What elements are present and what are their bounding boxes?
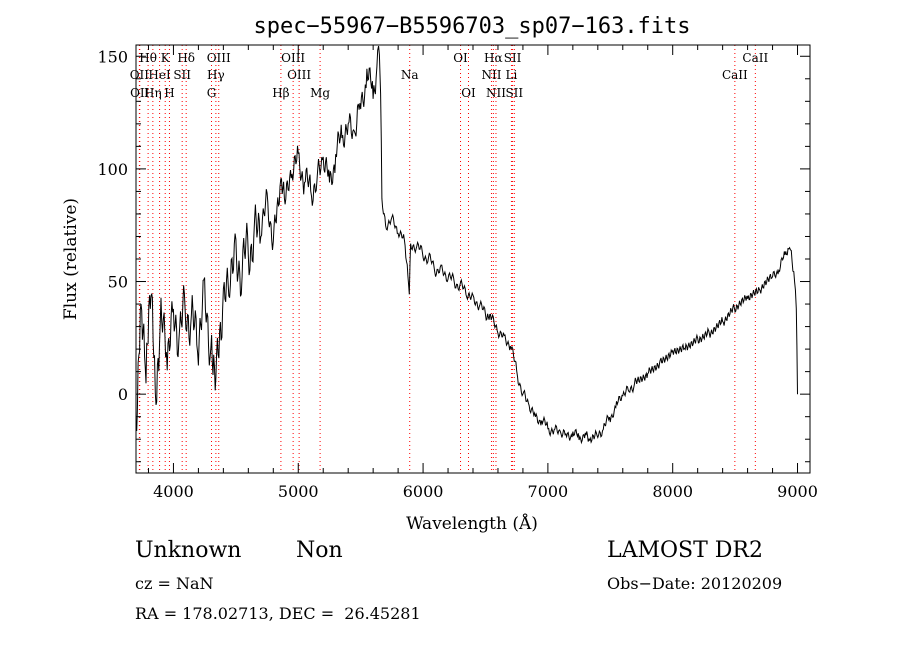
line-label: Hθ (139, 51, 157, 65)
y-axis-label: Flux (relative) (61, 198, 81, 320)
line-label: Mg (310, 86, 330, 100)
spectrum-line (135, 45, 798, 445)
line-label: OIII (207, 51, 231, 65)
line-label: OI (461, 86, 476, 100)
line-label: SII (504, 51, 522, 65)
redshift-value: cz = NaN (135, 574, 214, 593)
spectrum-data (135, 45, 798, 445)
line-label: Hη (144, 86, 162, 100)
line-label: G (207, 86, 217, 100)
line-label: Na (401, 68, 419, 82)
x-tick-label: 4000 (153, 482, 194, 501)
spectral-line-markers (138, 45, 756, 473)
line-label: Hα (484, 51, 503, 65)
survey-name: LAMOST DR2 (607, 538, 763, 563)
line-label: OI (453, 51, 468, 65)
plot-frame (135, 44, 811, 474)
object-class: Unknown (135, 538, 242, 563)
line-label: SII (173, 68, 191, 82)
line-label: CaII (722, 68, 748, 82)
chart-title: spec−55967−B5596703_sp07−163.fits (253, 14, 690, 39)
line-label: NII (486, 86, 506, 100)
object-subclass: Non (296, 538, 343, 563)
axes: 4000 5000 6000 7000 8000 9000 0 50 100 150 (97, 45, 818, 501)
x-tick-label: 9000 (777, 482, 818, 501)
x-axis-label: Wavelength (Å) (406, 513, 538, 534)
observation-date: Obs−Date: 20120209 (607, 574, 783, 593)
x-tick-label: 7000 (528, 482, 569, 501)
y-tick-label: 100 (97, 160, 128, 179)
line-label: Hβ (272, 86, 289, 100)
y-tick-label: 150 (97, 47, 128, 66)
line-label: NII (481, 68, 501, 82)
y-tick-label: 50 (108, 273, 128, 292)
line-label: OII (130, 86, 150, 100)
line-label: Hγ (207, 68, 225, 82)
y-tick-label: 0 (118, 385, 128, 404)
line-label: CaII (742, 51, 768, 65)
x-tick-label: 8000 (652, 482, 693, 501)
line-label: Hδ (177, 51, 195, 65)
line-label: OII (130, 68, 150, 82)
x-tick-label: 5000 (278, 482, 319, 501)
line-label: Li (506, 68, 518, 82)
line-label: K (161, 51, 171, 65)
line-label: OIII (287, 68, 311, 82)
sky-coordinates: RA = 178.02713, DEC = 26.45281 (135, 604, 421, 623)
line-label: H (164, 86, 174, 100)
x-tick-label: 6000 (403, 482, 444, 501)
line-label: OIII (281, 51, 305, 65)
line-label: HeI (148, 68, 171, 82)
line-label: SII (505, 86, 523, 100)
